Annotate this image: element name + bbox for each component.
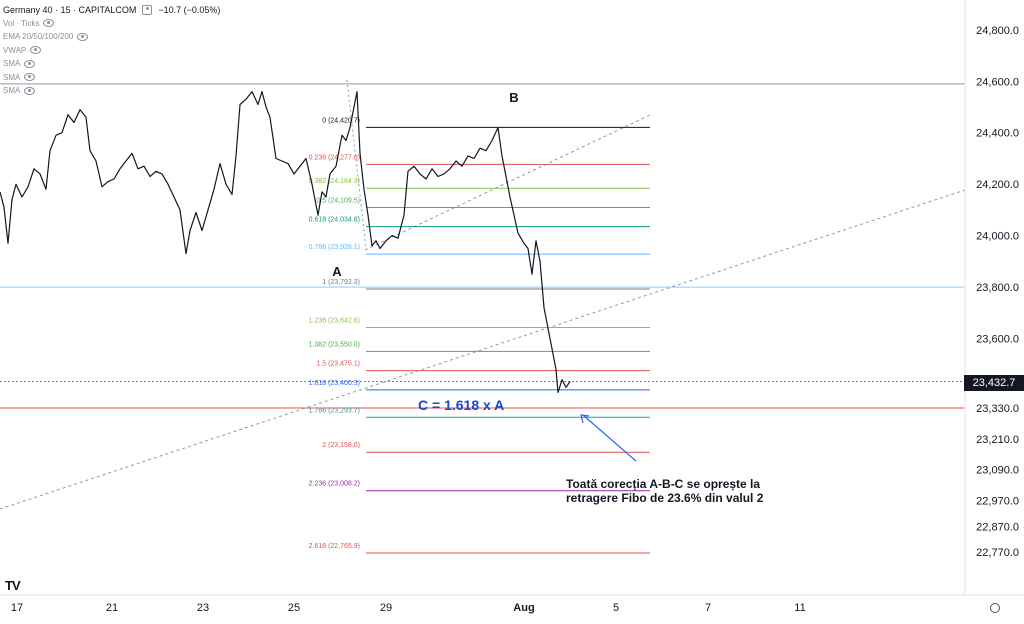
arrow-head bbox=[580, 414, 590, 424]
price-tick-label: 22,870.0 bbox=[976, 521, 1019, 533]
note-annotation-line: retragere Fibo de 23.6% din valul 2 bbox=[566, 491, 764, 505]
time-tick-label: 7 bbox=[705, 602, 711, 614]
indicator-row[interactable]: EMA 20/50/100/200 bbox=[3, 31, 89, 43]
fib-level-label: 2 (23,158.0) bbox=[322, 442, 360, 449]
fib-level-label: 1.236 (23,642.6) bbox=[309, 318, 360, 325]
time-tick-label: 5 bbox=[613, 602, 619, 614]
indicator-row[interactable]: Vol · Ticks bbox=[3, 17, 55, 29]
eye-icon[interactable] bbox=[24, 59, 36, 68]
arrow-shaft bbox=[582, 414, 637, 462]
indicator-row[interactable]: SMA bbox=[3, 85, 36, 97]
price-tick-label: 24,800.0 bbox=[976, 25, 1019, 37]
indicator-row[interactable]: SMA bbox=[3, 58, 36, 70]
indicator-label: EMA 20/50/100/200 bbox=[3, 32, 74, 41]
symbol-legend: Germany 40 · 15 · CAPITALCOM −10.7 (−0.0… bbox=[3, 5, 220, 15]
price-tick-label: 23,330.0 bbox=[976, 403, 1019, 415]
time-tick-label: 23 bbox=[197, 602, 209, 614]
fib-level-label: 0.236 (24,277.0) bbox=[309, 154, 360, 161]
fib-level-label: 1.382 (23,550.0) bbox=[309, 341, 360, 348]
time-axis: 17 21 23 25 29 Aug 5 7 11 bbox=[0, 594, 1024, 614]
horizontal-lines-layer bbox=[0, 83, 965, 409]
price-tick-label: 22,770.0 bbox=[976, 547, 1019, 559]
price-series-layer bbox=[0, 90, 571, 394]
fib-level-label: 2.236 (23,008.2) bbox=[309, 481, 360, 488]
trend-line bbox=[346, 79, 367, 249]
time-tick-label: 25 bbox=[288, 602, 300, 614]
fib-level-label: 0.5 (24,109.5) bbox=[316, 197, 360, 204]
price-line bbox=[0, 90, 571, 394]
fib-level-label: 1.786 (23,293.7) bbox=[309, 407, 360, 414]
fib-level-label: 1 (23,792.3) bbox=[322, 279, 360, 286]
eye-icon[interactable] bbox=[142, 5, 153, 15]
fib-level-label: 2.618 (22,765.9) bbox=[309, 543, 360, 550]
time-tick-label: 29 bbox=[380, 602, 392, 614]
price-tick-label: 24,600.0 bbox=[976, 76, 1019, 88]
fib-level-label: 1.618 (23,400.3) bbox=[309, 380, 360, 387]
tradingview-logo-icon[interactable]: TV bbox=[5, 578, 21, 593]
price-tick-label: 22,970.0 bbox=[976, 496, 1019, 508]
time-tick-label: 11 bbox=[794, 602, 805, 614]
price-tick-label: 24,400.0 bbox=[976, 128, 1019, 140]
annotations-layer: A B C = 1.618 x A Toată corecția A-B-C se o… bbox=[332, 90, 763, 505]
indicator-row[interactable]: VWAP bbox=[3, 44, 42, 56]
fib-level-label: 1.5 (23,475.1) bbox=[316, 361, 360, 368]
price-tick-label: 24,000.0 bbox=[976, 231, 1019, 243]
time-tick-label: Aug bbox=[513, 602, 534, 614]
price-tick-label: 23,600.0 bbox=[976, 334, 1019, 346]
fib-level-label: 0.618 (24,034.8) bbox=[309, 217, 360, 224]
time-tick-label: 17 bbox=[11, 602, 23, 614]
settings-icon[interactable] bbox=[990, 603, 1000, 613]
wave-label-a: A bbox=[332, 264, 342, 279]
wave-label-b: B bbox=[509, 90, 518, 105]
eye-icon[interactable] bbox=[24, 86, 36, 95]
price-change: −10.7 (−0.05%) bbox=[158, 5, 221, 15]
indicator-label: SMA bbox=[3, 72, 21, 82]
indicator-row[interactable]: SMA bbox=[3, 71, 36, 83]
indicator-label: VWAP bbox=[3, 45, 27, 55]
symbol-title: Germany 40 · 15 · CAPITALCOM bbox=[3, 5, 137, 15]
eye-icon[interactable] bbox=[24, 73, 36, 81]
note-annotation-line: Toată corecția A-B-C se oprește la bbox=[566, 477, 760, 491]
price-tick-label: 23,800.0 bbox=[976, 282, 1019, 294]
indicator-label: Vol · Ticks bbox=[3, 18, 40, 28]
trend-line bbox=[0, 189, 966, 510]
price-tick-label: 24,200.0 bbox=[976, 179, 1019, 191]
fib-level-label: 0.786 (23,928.1) bbox=[309, 244, 360, 251]
formula-annotation: C = 1.618 x A bbox=[418, 397, 504, 413]
eye-icon[interactable] bbox=[30, 46, 42, 54]
eye-icon[interactable] bbox=[77, 32, 89, 41]
trend-lines-layer bbox=[0, 79, 966, 510]
price-tick-label: 23,090.0 bbox=[976, 465, 1019, 477]
fibonacci-extension-layer: 0 (24,420.7) 0.236 (24,277.0) 0.382 (24,18… bbox=[309, 117, 650, 554]
indicator-label: SMA bbox=[3, 59, 21, 68]
indicator-label: SMA bbox=[3, 86, 21, 95]
eye-icon[interactable] bbox=[43, 19, 55, 27]
fib-level-label: 0 (24,420.7) bbox=[322, 117, 360, 124]
price-axis: 24,800.0 24,600.0 24,400.0 24,200.0 24,000.0… bbox=[964, 0, 1019, 595]
price-tick-label: 23,210.0 bbox=[976, 434, 1019, 446]
time-tick-label: 21 bbox=[106, 602, 118, 614]
last-price-tag: 23,432.7 bbox=[964, 375, 1024, 391]
fib-level-label: 0.382 (24,184.3) bbox=[309, 178, 360, 185]
